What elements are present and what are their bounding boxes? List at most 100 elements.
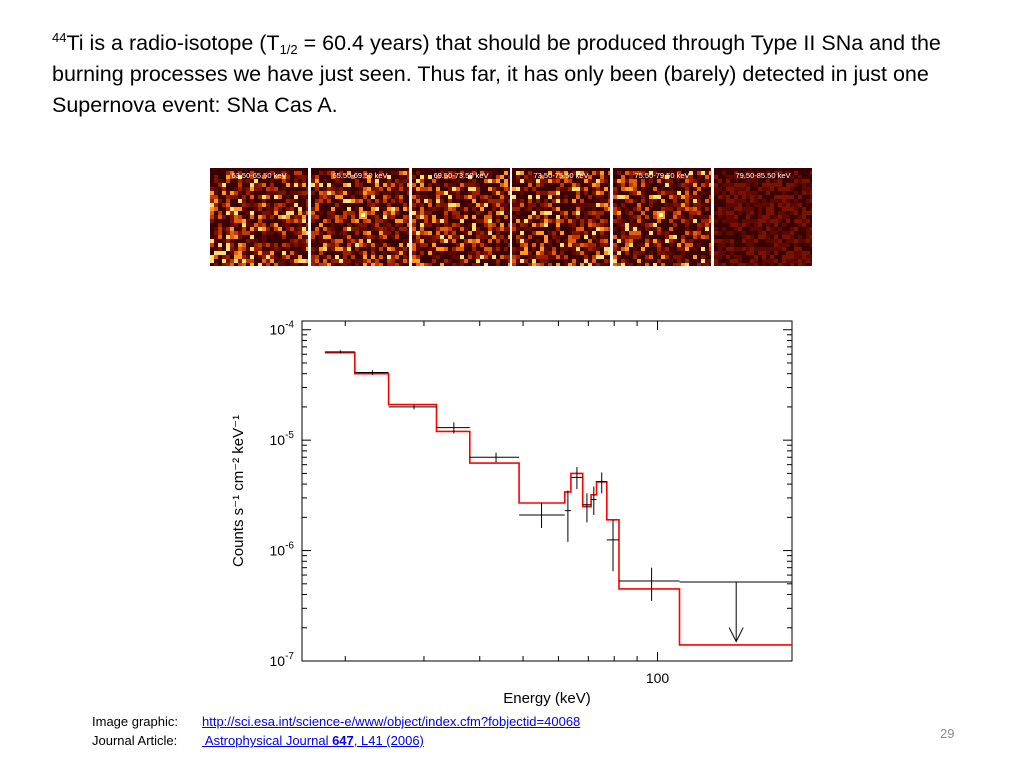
noise-pixel: [416, 239, 420, 243]
noise-pixel: [403, 251, 407, 255]
noise-pixel: [722, 219, 726, 223]
noise-pixel: [210, 239, 214, 243]
noise-pixel: [274, 175, 278, 179]
noise-pixel: [383, 219, 387, 223]
noise-pixel: [625, 187, 629, 191]
noise-pixel: [311, 207, 315, 211]
noise-pixel: [625, 227, 629, 231]
noise-pixel: [770, 211, 774, 215]
noise-pixel: [387, 195, 391, 199]
noise-pixel: [294, 183, 298, 187]
noise-pixel: [488, 239, 492, 243]
noise-pixel: [588, 243, 592, 247]
noise-pixel: [460, 219, 464, 223]
noise-pixel: [448, 259, 452, 263]
noise-pixel: [572, 199, 576, 203]
noise-pixel: [379, 175, 383, 179]
noise-pixel: [604, 235, 608, 239]
noise-pixel: [214, 207, 218, 211]
noise-pixel: [214, 247, 218, 251]
noise-pixel: [604, 175, 608, 179]
noise-pixel: [286, 255, 290, 259]
noise-pixel: [472, 239, 476, 243]
noise-pixel: [436, 191, 440, 195]
noise-pixel: [258, 227, 262, 231]
noise-pixel: [250, 191, 254, 195]
noise-pixel: [258, 219, 262, 223]
noise-pixel: [428, 247, 432, 251]
noise-pixel: [460, 187, 464, 191]
noise-pixel: [754, 219, 758, 223]
noise-pixel: [391, 215, 395, 219]
noise-pixel: [528, 203, 532, 207]
noise-pixel: [738, 175, 742, 179]
x-axis-label: Energy (keV): [503, 690, 591, 707]
noise-pixel: [294, 195, 298, 199]
noise-pixel: [564, 247, 568, 251]
noise-pixel: [335, 219, 339, 223]
noise-pixel: [810, 231, 812, 235]
noise-pixel: [270, 251, 274, 255]
noise-pixel: [528, 183, 532, 187]
noise-pixel: [351, 175, 355, 179]
noise-pixel: [709, 247, 711, 251]
noise-pixel: [246, 255, 250, 259]
noise-pixel: [588, 223, 592, 227]
noise-pixel: [685, 195, 689, 199]
noise-pixel: [718, 243, 722, 247]
noise-pixel: [424, 223, 428, 227]
noise-pixel: [343, 191, 347, 195]
noise-pixel: [302, 219, 306, 223]
noise-pixel: [689, 211, 693, 215]
noise-pixel: [444, 231, 448, 235]
noise-pixel: [762, 203, 766, 207]
noise-pixel: [254, 239, 258, 243]
noise-pixel: [214, 175, 218, 179]
noise-pixel: [802, 211, 806, 215]
noise-pixel: [750, 243, 754, 247]
noise-pixel: [375, 187, 379, 191]
x-axis-ticks: 100: [344, 321, 793, 686]
data-error-bars: [324, 350, 792, 643]
noise-pixel: [331, 231, 335, 235]
noise-pixel: [798, 219, 802, 223]
article-credit-link[interactable]: Astrophysical Journal 647, L41 (2006): [202, 733, 424, 748]
noise-pixel: [335, 187, 339, 191]
noise-pixel: [302, 195, 306, 199]
noise-pixel: [685, 243, 689, 247]
noise-pixel: [625, 179, 629, 183]
noise-pixel: [685, 263, 689, 266]
noise-pixel: [709, 183, 711, 187]
noise-pixel: [327, 215, 331, 219]
noise-pixel: [621, 259, 625, 263]
noise-pixel: [645, 171, 649, 175]
noise-pixel: [416, 259, 420, 263]
noise-pixel: [266, 227, 270, 231]
image-credit-link[interactable]: http://sci.esa.int/science-e/www/object/…: [202, 714, 581, 729]
noise-pixel: [306, 239, 308, 243]
noise-pixel: [673, 211, 677, 215]
noise-pixel: [778, 219, 782, 223]
noise-pixel: [218, 211, 222, 215]
noise-pixel: [294, 191, 298, 195]
noise-pixel: [633, 227, 637, 231]
noise-pixel: [782, 223, 786, 227]
noise-pixel: [746, 247, 750, 251]
noise-pixel: [266, 215, 270, 219]
noise-pixel: [218, 251, 222, 255]
noise-pixel: [540, 219, 544, 223]
noise-pixel: [798, 255, 802, 259]
noise-pixel: [677, 247, 681, 251]
noise-pixel: [617, 223, 621, 227]
noise-pixel: [246, 231, 250, 235]
noise-pixel: [604, 207, 608, 211]
noise-pixel: [693, 211, 697, 215]
noise-pixel: [302, 227, 306, 231]
noise-pixel: [810, 183, 812, 187]
noise-pixel: [290, 207, 294, 211]
noise-pixel: [516, 187, 520, 191]
noise-pixel: [371, 235, 375, 239]
noise-pixel: [754, 199, 758, 203]
noise-pixel: [637, 215, 641, 219]
noise-pixel: [339, 231, 343, 235]
